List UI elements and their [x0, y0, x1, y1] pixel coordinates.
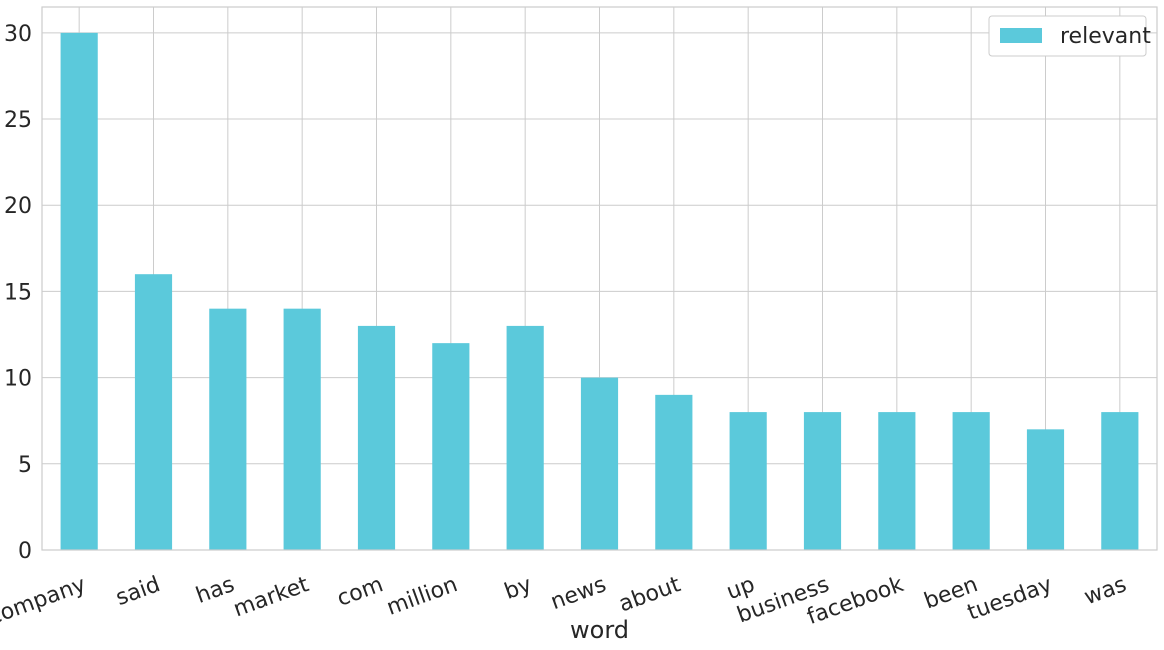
x-tick-label: com	[334, 572, 387, 612]
bar-has	[209, 308, 247, 550]
bar-by	[506, 325, 544, 550]
bar-tuesday	[1026, 429, 1065, 550]
y-tick-label: 30	[4, 22, 32, 47]
bar-was	[1101, 412, 1139, 550]
x-tick-label: by	[501, 572, 535, 605]
bar-been	[952, 412, 990, 550]
bar-market	[283, 308, 321, 550]
bar-business	[803, 412, 842, 550]
legend: relevant	[988, 15, 1151, 57]
y-tick-labels: 0 5 10 15 20 25 30	[4, 22, 32, 564]
bar-com	[357, 325, 396, 550]
x-tick-label: about	[616, 572, 685, 617]
x-tick-label: tuesday	[964, 572, 1055, 626]
y-tick-label: 15	[4, 280, 32, 305]
plot-frame	[41, 6, 1158, 551]
bars	[60, 32, 1139, 551]
y-tick-label: 5	[18, 453, 32, 478]
bar-said	[134, 274, 173, 550]
y-tick-label: 20	[4, 194, 32, 219]
bar-facebook	[878, 412, 916, 550]
y-tick-label: 10	[4, 367, 32, 392]
x-tick-label: company	[0, 572, 89, 630]
x-tick-label: market	[230, 572, 312, 622]
legend-box	[988, 15, 1147, 57]
x-tick-label: news	[547, 572, 609, 615]
legend-swatch	[1000, 28, 1042, 43]
legend-label: relevant	[1060, 24, 1151, 49]
x-tick-label: was	[1081, 572, 1130, 610]
y-tick-label: 25	[4, 108, 32, 133]
x-tick-label: said	[113, 572, 164, 611]
bar-up	[729, 412, 767, 550]
bar-about	[655, 394, 693, 550]
x-tick-label: million	[383, 572, 460, 621]
y-tick-label: 0	[18, 539, 32, 564]
x-axis-title: word	[570, 616, 629, 644]
bar-company	[60, 32, 98, 551]
bar-news	[580, 377, 619, 550]
bar-million	[432, 343, 470, 550]
